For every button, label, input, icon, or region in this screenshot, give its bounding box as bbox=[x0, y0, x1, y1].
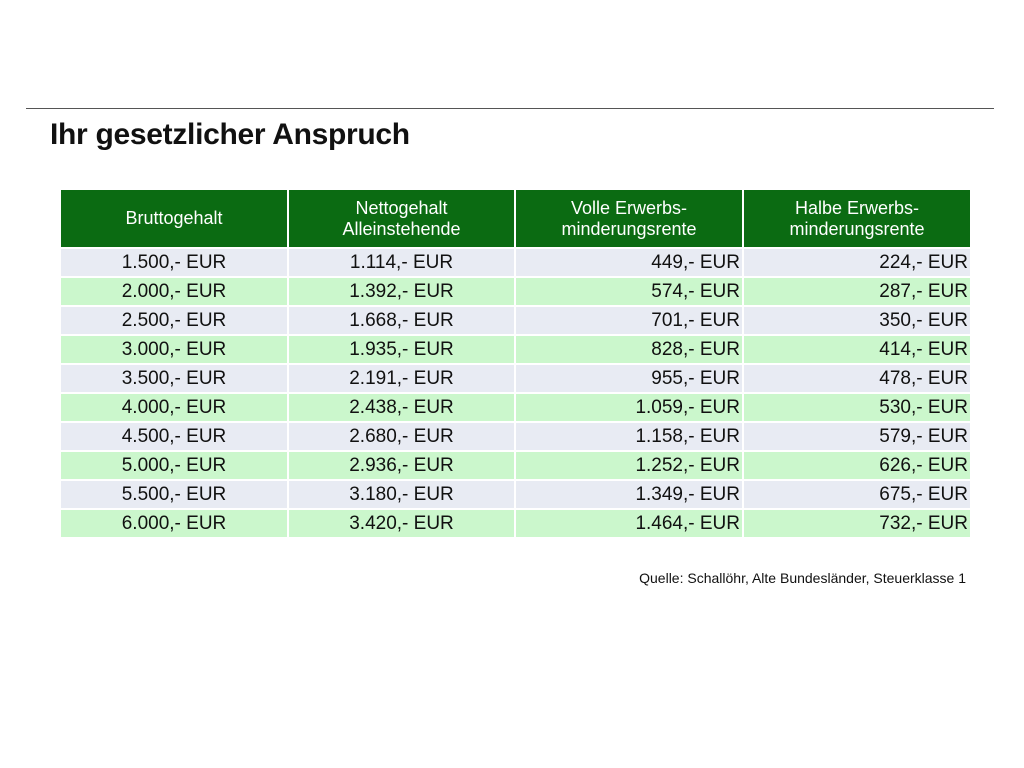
cell-brutto: 5.500,- EUR bbox=[61, 479, 289, 509]
cell-brutto: 4.000,- EUR bbox=[61, 392, 289, 422]
cell-halbe-rente: 675,- EUR bbox=[743, 479, 970, 509]
cell-volle-rente: 449,- EUR bbox=[515, 247, 744, 277]
cell-halbe-rente: 626,- EUR bbox=[743, 450, 970, 480]
cell-netto: 1.668,- EUR bbox=[288, 305, 516, 335]
cell-brutto: 3.000,- EUR bbox=[61, 334, 289, 364]
cell-brutto: 3.500,- EUR bbox=[61, 363, 289, 393]
cell-netto: 2.936,- EUR bbox=[288, 450, 516, 480]
table-row: 5.000,- EUR 2.936,- EUR 1.252,- EUR 626,… bbox=[61, 450, 970, 480]
cell-brutto: 4.500,- EUR bbox=[61, 421, 289, 451]
cell-volle-rente: 574,- EUR bbox=[515, 276, 744, 306]
cell-brutto: 1.500,- EUR bbox=[61, 247, 289, 277]
cell-halbe-rente: 530,- EUR bbox=[743, 392, 970, 422]
table-row: 4.500,- EUR 2.680,- EUR 1.158,- EUR 579,… bbox=[61, 421, 970, 451]
salary-table: Bruttogehalt Nettogehalt Alleinstehende … bbox=[61, 190, 970, 537]
cell-netto: 1.392,- EUR bbox=[288, 276, 516, 306]
cell-brutto: 2.500,- EUR bbox=[61, 305, 289, 335]
cell-halbe-rente: 478,- EUR bbox=[743, 363, 970, 393]
header-halbe-rente: Halbe Erwerbs- minderungsrente bbox=[743, 190, 970, 248]
cell-volle-rente: 701,- EUR bbox=[515, 305, 744, 335]
table-row: 1.500,- EUR 1.114,- EUR 449,- EUR 224,- … bbox=[61, 247, 970, 277]
header-volle-rente: Volle Erwerbs- minderungsrente bbox=[515, 190, 744, 248]
header-bruttogehalt: Bruttogehalt bbox=[61, 190, 289, 248]
cell-volle-rente: 1.252,- EUR bbox=[515, 450, 744, 480]
top-divider bbox=[26, 108, 994, 109]
cell-netto: 3.420,- EUR bbox=[288, 508, 516, 537]
header-line: Volle Erwerbs- bbox=[570, 197, 688, 218]
table-row: 5.500,- EUR 3.180,- EUR 1.349,- EUR 675,… bbox=[61, 479, 970, 509]
cell-brutto: 2.000,- EUR bbox=[61, 276, 289, 306]
header-nettogehalt: Nettogehalt Alleinstehende bbox=[288, 190, 516, 248]
cell-volle-rente: 955,- EUR bbox=[515, 363, 744, 393]
cell-brutto: 5.000,- EUR bbox=[61, 450, 289, 480]
cell-netto: 3.180,- EUR bbox=[288, 479, 516, 509]
cell-netto: 2.680,- EUR bbox=[288, 421, 516, 451]
table-header-row: Bruttogehalt Nettogehalt Alleinstehende … bbox=[61, 190, 970, 248]
cell-halbe-rente: 350,- EUR bbox=[743, 305, 970, 335]
cell-halbe-rente: 579,- EUR bbox=[743, 421, 970, 451]
cell-halbe-rente: 287,- EUR bbox=[743, 276, 970, 306]
table-row: 6.000,- EUR 3.420,- EUR 1.464,- EUR 732,… bbox=[61, 508, 970, 537]
cell-halbe-rente: 224,- EUR bbox=[743, 247, 970, 277]
cell-volle-rente: 1.349,- EUR bbox=[515, 479, 744, 509]
cell-volle-rente: 1.158,- EUR bbox=[515, 421, 744, 451]
table-row: 3.000,- EUR 1.935,- EUR 828,- EUR 414,- … bbox=[61, 334, 970, 364]
table-row: 4.000,- EUR 2.438,- EUR 1.059,- EUR 530,… bbox=[61, 392, 970, 422]
header-line: Nettogehalt bbox=[355, 197, 448, 218]
header-line: minderungsrente bbox=[789, 218, 925, 239]
cell-netto: 1.114,- EUR bbox=[288, 247, 516, 277]
cell-netto: 2.438,- EUR bbox=[288, 392, 516, 422]
cell-netto: 1.935,- EUR bbox=[288, 334, 516, 364]
cell-volle-rente: 828,- EUR bbox=[515, 334, 744, 364]
header-line: minderungsrente bbox=[561, 218, 697, 239]
header-line: Alleinstehende bbox=[342, 218, 461, 239]
cell-volle-rente: 1.464,- EUR bbox=[515, 508, 744, 537]
table-row: 3.500,- EUR 2.191,- EUR 955,- EUR 478,- … bbox=[61, 363, 970, 393]
page-title: Ihr gesetzlicher Anspruch bbox=[50, 118, 410, 151]
source-note: Quelle: Schallöhr, Alte Bundesländer, St… bbox=[639, 570, 966, 586]
cell-halbe-rente: 732,- EUR bbox=[743, 508, 970, 537]
cell-halbe-rente: 414,- EUR bbox=[743, 334, 970, 364]
cell-volle-rente: 1.059,- EUR bbox=[515, 392, 744, 422]
header-line: Halbe Erwerbs- bbox=[794, 197, 920, 218]
table-row: 2.000,- EUR 1.392,- EUR 574,- EUR 287,- … bbox=[61, 276, 970, 306]
table-row: 2.500,- EUR 1.668,- EUR 701,- EUR 350,- … bbox=[61, 305, 970, 335]
cell-netto: 2.191,- EUR bbox=[288, 363, 516, 393]
cell-brutto: 6.000,- EUR bbox=[61, 508, 289, 537]
header-line: Bruttogehalt bbox=[125, 208, 223, 228]
